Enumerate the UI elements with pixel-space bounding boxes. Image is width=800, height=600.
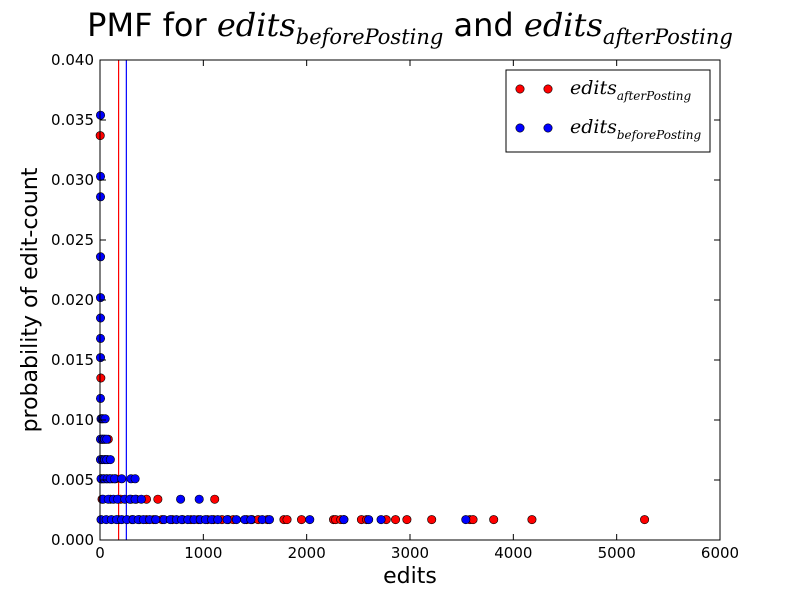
point-beforePosting-64 xyxy=(246,515,256,525)
point-beforePosting-12 xyxy=(100,414,110,424)
y-tick-label-1: 0.005 xyxy=(51,471,94,489)
title-var1: edits xyxy=(217,6,296,44)
point-afterPosting-56 xyxy=(427,515,437,525)
x-tick-label-0: 0 xyxy=(95,544,105,562)
point-beforePosting-16 xyxy=(102,434,112,444)
data-points xyxy=(95,110,650,525)
point-beforePosting-61 xyxy=(222,515,232,525)
point-beforePosting-29 xyxy=(130,474,140,484)
y-tick-label-6: 0.030 xyxy=(51,171,94,189)
legend-marker-afterPosting-1 xyxy=(543,84,553,94)
y-tick-label-4: 0.020 xyxy=(51,291,94,309)
y-tick-label-5: 0.025 xyxy=(51,231,94,249)
point-beforePosting-50 xyxy=(151,515,161,525)
point-afterPosting-1 xyxy=(96,373,106,383)
point-beforePosting-27 xyxy=(117,474,127,484)
point-afterPosting-46 xyxy=(296,515,306,525)
point-beforePosting-8 xyxy=(96,393,106,403)
chart-title: PMF for editsbeforePosting and editsafte… xyxy=(87,6,733,49)
legend-sub-afterPosting: afterPosting xyxy=(617,89,692,103)
x-tick-label-6: 6000 xyxy=(701,544,739,562)
x-tick-label-4: 4000 xyxy=(494,544,532,562)
legend-label-beforePosting: editsbeforePosting xyxy=(570,116,702,142)
point-beforePosting-69 xyxy=(364,515,374,525)
y-tick-label-0: 0.000 xyxy=(51,531,94,549)
point-afterPosting-55 xyxy=(402,515,412,525)
point-beforePosting-7 xyxy=(96,353,106,363)
title-var2: edits xyxy=(524,6,603,44)
point-afterPosting-61 xyxy=(640,515,650,525)
vertical-lines xyxy=(117,60,127,540)
y-tick-label-3: 0.015 xyxy=(51,351,94,369)
point-afterPosting-60 xyxy=(527,515,537,525)
point-beforePosting-21 xyxy=(105,455,115,465)
point-afterPosting-24 xyxy=(210,494,220,504)
point-beforePosting-0 xyxy=(96,110,106,120)
point-beforePosting-66 xyxy=(264,515,274,525)
title-prefix: PMF for xyxy=(87,6,217,44)
legend-box xyxy=(505,69,711,153)
y-axis-label: probability of edit-count xyxy=(18,167,43,432)
point-beforePosting-1 xyxy=(96,171,106,181)
x-tick-label-5: 5000 xyxy=(598,544,636,562)
y-tick-label-7: 0.035 xyxy=(51,111,94,129)
point-beforePosting-39 xyxy=(194,494,204,504)
y-tick-label-8: 0.040 xyxy=(51,51,94,69)
point-beforePosting-60 xyxy=(213,515,223,525)
axis-ticks: 0 1000 2000 3000 4000 5000 6000 0.000 0.005 0.010… xyxy=(51,51,739,562)
legend-var-beforePosting: edits xyxy=(570,116,617,138)
point-afterPosting-54 xyxy=(391,515,401,525)
point-beforePosting-67 xyxy=(305,515,315,525)
legend-var-afterPosting: edits xyxy=(570,77,617,99)
point-afterPosting-23 xyxy=(153,494,163,504)
point-beforePosting-62 xyxy=(231,515,241,525)
point-beforePosting-3 xyxy=(96,252,106,262)
x-tick-label-3: 3000 xyxy=(391,544,429,562)
legend-marker-afterPosting-0 xyxy=(515,84,525,94)
point-beforePosting-5 xyxy=(96,313,106,323)
legend-marker-beforePosting-1 xyxy=(543,123,553,133)
point-beforePosting-38 xyxy=(176,494,186,504)
point-afterPosting-45 xyxy=(282,515,292,525)
point-afterPosting-59 xyxy=(489,515,499,525)
point-beforePosting-37 xyxy=(136,494,146,504)
point-beforePosting-6 xyxy=(96,333,106,343)
x-tick-label-1: 1000 xyxy=(184,544,222,562)
legend-sub-beforePosting: beforePosting xyxy=(617,128,702,142)
title-mid: and xyxy=(443,6,524,44)
legend-marker-beforePosting-0 xyxy=(515,123,525,133)
point-beforePosting-68 xyxy=(339,515,349,525)
y-tick-label-2: 0.010 xyxy=(51,411,94,429)
legend-label-afterPosting: editsafterPosting xyxy=(570,77,691,103)
point-beforePosting-70 xyxy=(376,515,386,525)
point-beforePosting-2 xyxy=(96,192,106,202)
point-beforePosting-4 xyxy=(96,293,106,303)
title-sub1: beforePosting xyxy=(296,25,444,49)
point-beforePosting-71 xyxy=(461,515,471,525)
x-tick-label-2: 2000 xyxy=(288,544,326,562)
x-axis-label: edits xyxy=(383,564,437,589)
title-sub2: afterPosting xyxy=(603,25,733,49)
